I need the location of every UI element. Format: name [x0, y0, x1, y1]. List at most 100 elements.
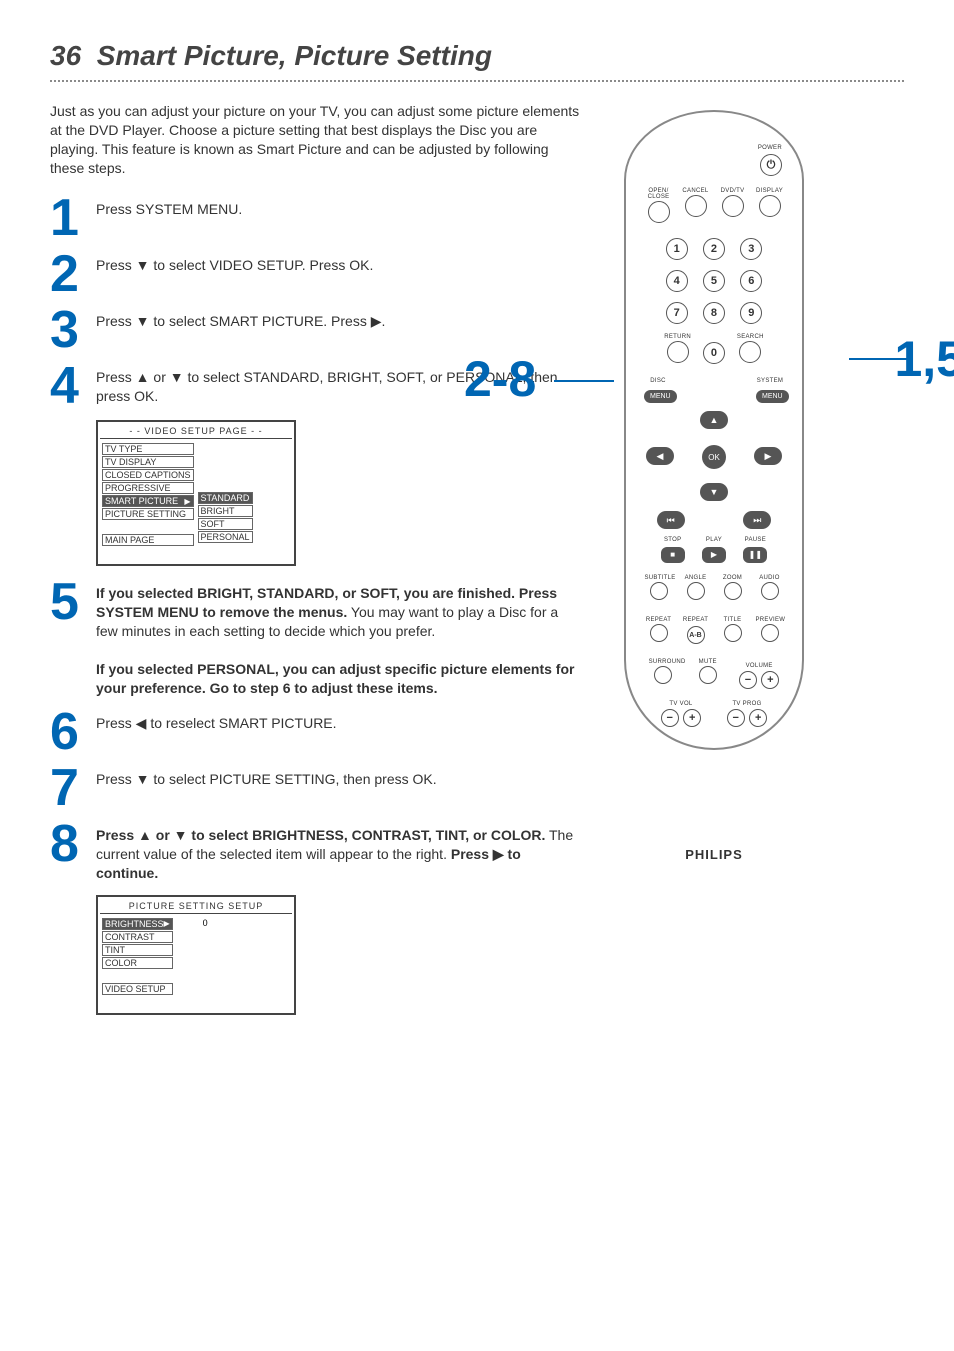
step-number: 4 — [50, 364, 96, 408]
surround-label: SURROUND — [649, 659, 677, 665]
audio-label: AUDIO — [756, 575, 784, 581]
nav-up-button[interactable]: ▲ — [700, 411, 728, 429]
search-button[interactable] — [739, 341, 761, 363]
tvprog-label: TV PROG — [722, 701, 772, 707]
menu-header: - - VIDEO SETUP PAGE - - — [100, 424, 292, 439]
zoom-button[interactable] — [724, 582, 742, 600]
next-button[interactable]: ⏭ — [743, 511, 771, 529]
tvvol-down-button[interactable]: − — [661, 709, 679, 727]
num-3-button[interactable]: 3 — [740, 238, 762, 260]
step-1: 1 Press SYSTEM MENU. — [50, 196, 580, 240]
cancel-button[interactable] — [685, 195, 707, 217]
menu-item-label: BRIGHTNESS — [105, 919, 164, 929]
step-number: 3 — [50, 308, 96, 352]
dvdtv-button[interactable] — [722, 195, 744, 217]
step-text: Press ▼ to select VIDEO SETUP. Press OK. — [96, 252, 373, 296]
menu-item: TV TYPE — [102, 443, 194, 455]
return-button[interactable] — [667, 341, 689, 363]
menu-option: SOFT — [198, 518, 253, 530]
play-label: PLAY — [700, 537, 728, 543]
audio-button[interactable] — [761, 582, 779, 600]
title-button[interactable] — [724, 624, 742, 642]
angle-button[interactable] — [687, 582, 705, 600]
intro-paragraph: Just as you can adjust your picture on y… — [50, 102, 580, 178]
surround-button[interactable] — [654, 666, 672, 684]
tvprog-down-button[interactable]: − — [727, 709, 745, 727]
system-menu-button[interactable]: MENU — [756, 390, 789, 403]
menu-item: PICTURE SETTING — [102, 508, 194, 520]
num-8-button[interactable]: 8 — [703, 302, 725, 324]
num-0-button[interactable]: 0 — [703, 342, 725, 364]
step-bold: Press ▲ or ▼ to select BRIGHTNESS, CONTR… — [96, 827, 545, 843]
step-text: Press ▲ or ▼ to select BRIGHTNESS, CONTR… — [96, 822, 580, 883]
tvvol-up-button[interactable]: + — [683, 709, 701, 727]
step-text: Press ◀ to reselect SMART PICTURE. — [96, 710, 337, 754]
repeat-label: REPEAT — [645, 617, 673, 623]
menu-value: 0 — [203, 918, 208, 928]
arrow-right-icon: ▶ — [184, 497, 190, 506]
menu-item: PROGRESSIVE — [102, 482, 194, 494]
disc-menu-button[interactable]: MENU — [644, 390, 677, 403]
num-4-button[interactable]: 4 — [666, 270, 688, 292]
menu-item: COLOR — [102, 957, 173, 969]
arrow-right-icon: ▶ — [164, 919, 170, 928]
menu-header: PICTURE SETTING SETUP — [100, 899, 292, 914]
mute-button[interactable] — [699, 666, 717, 684]
stop-button[interactable]: ■ — [661, 547, 685, 563]
prev-button[interactable]: ⏮ — [657, 511, 685, 529]
nav-left-button[interactable]: ◀ — [646, 447, 674, 465]
menu-item: MAIN PAGE — [102, 534, 194, 546]
nav-down-button[interactable]: ▼ — [700, 483, 728, 501]
page-title: 36 Smart Picture, Picture Setting — [50, 40, 904, 82]
num-2-button[interactable]: 2 — [703, 238, 725, 260]
display-label: DISPLAY — [756, 188, 784, 194]
repeat-ab-button[interactable]: A-B — [687, 626, 705, 644]
num-7-button[interactable]: 7 — [666, 302, 688, 324]
step-2: 2 Press ▼ to select VIDEO SETUP. Press O… — [50, 252, 580, 296]
brand-logo: PHILIPS — [640, 847, 788, 862]
step-text: Press SYSTEM MENU. — [96, 196, 242, 240]
open-close-button[interactable] — [648, 201, 670, 223]
search-label: SEARCH — [736, 334, 764, 340]
vol-down-button[interactable]: − — [739, 671, 757, 689]
cancel-label: CANCEL — [682, 188, 710, 194]
menu-option: PERSONAL — [198, 531, 253, 543]
zoom-label: ZOOM — [719, 575, 747, 581]
menu-item: TV DISPLAY — [102, 456, 194, 468]
nav-right-button[interactable]: ▶ — [754, 447, 782, 465]
menu-item-label: SMART PICTURE — [105, 496, 178, 506]
pause-button[interactable]: ❚❚ — [743, 547, 767, 563]
step-text: Press ▼ to select PICTURE SETTING, then … — [96, 766, 437, 810]
display-button[interactable] — [759, 195, 781, 217]
subtitle-button[interactable] — [650, 582, 668, 600]
step-bold: If you selected PERSONAL, you can adjust… — [96, 661, 574, 696]
remote-illustration: 2-8 1,5 POWER ⏻ OPEN/ CLOSE CANCEL DVD/T… — [554, 110, 904, 760]
step-7: 7 Press ▼ to select PICTURE SETTING, the… — [50, 766, 580, 810]
ok-button[interactable]: OK — [702, 445, 726, 469]
step-number: 8 — [50, 822, 96, 883]
power-button[interactable]: ⏻ — [760, 154, 782, 176]
num-6-button[interactable]: 6 — [740, 270, 762, 292]
stop-label: STOP — [659, 537, 687, 543]
step-3: 3 Press ▼ to select SMART PICTURE. Press… — [50, 308, 580, 352]
num-9-button[interactable]: 9 — [740, 302, 762, 324]
tvprog-up-button[interactable]: + — [749, 709, 767, 727]
step-5: 5 If you selected BRIGHT, STANDARD, or S… — [50, 580, 580, 697]
vol-up-button[interactable]: + — [761, 671, 779, 689]
preview-button[interactable] — [761, 624, 779, 642]
page-title-text: Smart Picture, Picture Setting — [97, 40, 492, 71]
subtitle-label: SUBTITLE — [645, 575, 673, 581]
callout-left: 2-8 — [464, 350, 536, 408]
repeat-button[interactable] — [650, 624, 668, 642]
num-5-button[interactable]: 5 — [703, 270, 725, 292]
play-button[interactable]: ▶ — [702, 547, 726, 563]
step-text: Press ▼ to select SMART PICTURE. Press ▶… — [96, 308, 385, 352]
video-setup-menu: - - VIDEO SETUP PAGE - - TV TYPE TV DISP… — [96, 420, 296, 566]
menu-item: VIDEO SETUP — [102, 983, 173, 995]
disc-label: DISC — [644, 378, 672, 384]
angle-label: ANGLE — [682, 575, 710, 581]
menu-item: TINT — [102, 944, 173, 956]
repeat-ab-label: REPEAT — [682, 617, 710, 623]
num-1-button[interactable]: 1 — [666, 238, 688, 260]
callout-line — [554, 380, 614, 382]
